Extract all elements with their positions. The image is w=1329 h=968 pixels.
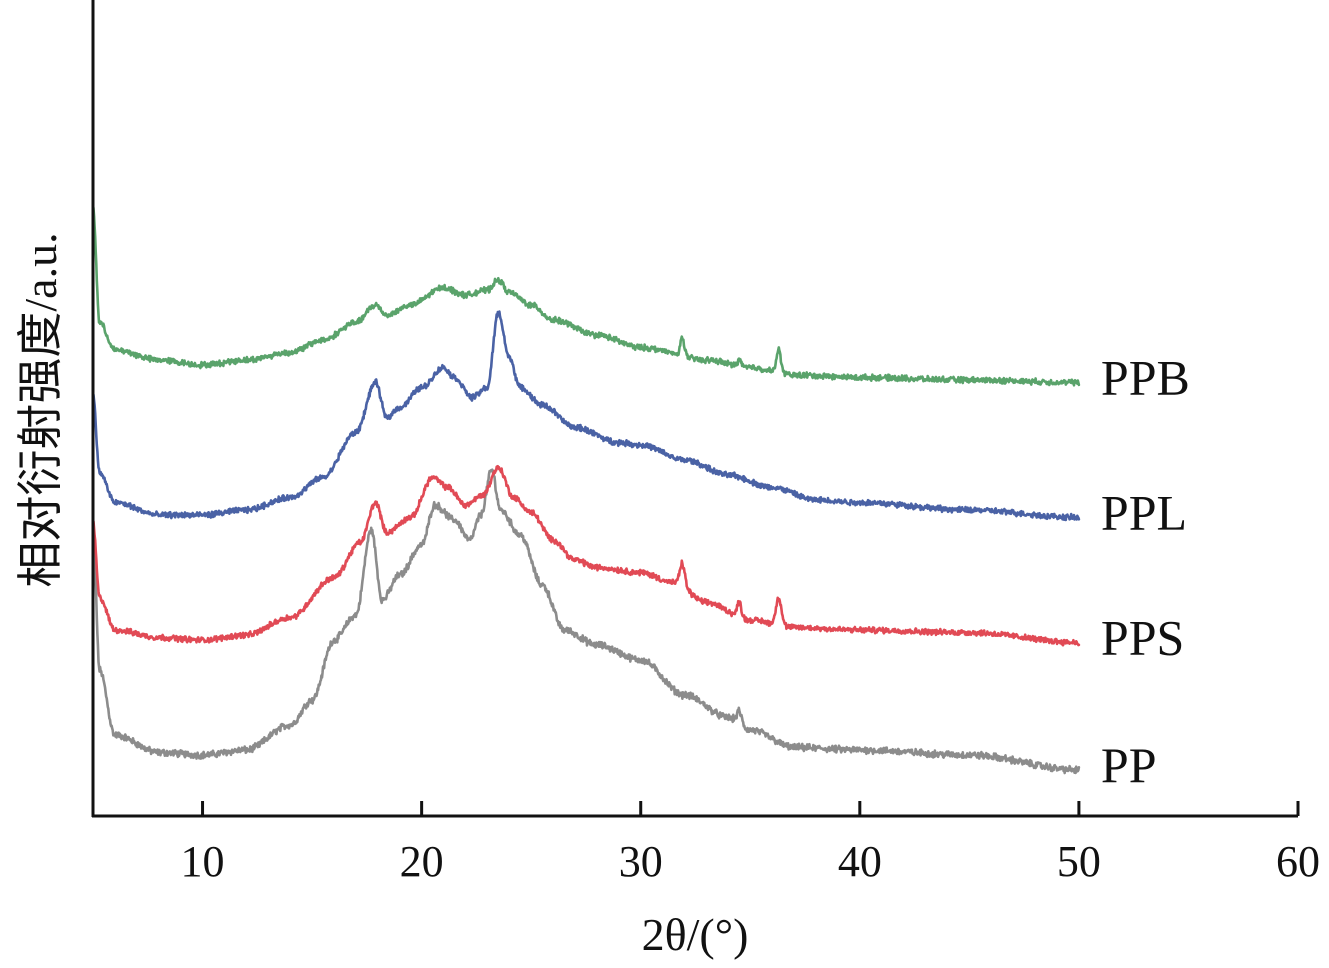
x-tick-label: 30 [619,837,663,886]
series-layer [91,204,1081,775]
series-label-pps: PPS [1101,610,1184,666]
x-axis-label: 2θ/(°) [642,909,749,960]
series-line-ppb [91,204,1081,387]
series-labels: PP PPS PPL PPB [1101,350,1190,794]
y-axis-label: 相对衍射强度/a.u. [15,232,66,587]
series-line-pp [91,468,1081,775]
x-tick-label: 20 [400,837,444,886]
axes [91,0,1298,818]
x-ticks: 10 20 30 40 50 60 [181,801,1320,886]
series-label-pp: PP [1101,737,1157,793]
x-tick-label: 50 [1057,837,1101,886]
x-tick-label: 10 [181,837,225,886]
series-label-ppl: PPL [1101,485,1187,541]
series-label-ppb: PPB [1101,350,1190,406]
series-line-pps [91,464,1081,647]
x-tick-label: 60 [1276,837,1320,886]
series-line-ppl [91,310,1081,522]
x-tick-label: 40 [838,837,882,886]
